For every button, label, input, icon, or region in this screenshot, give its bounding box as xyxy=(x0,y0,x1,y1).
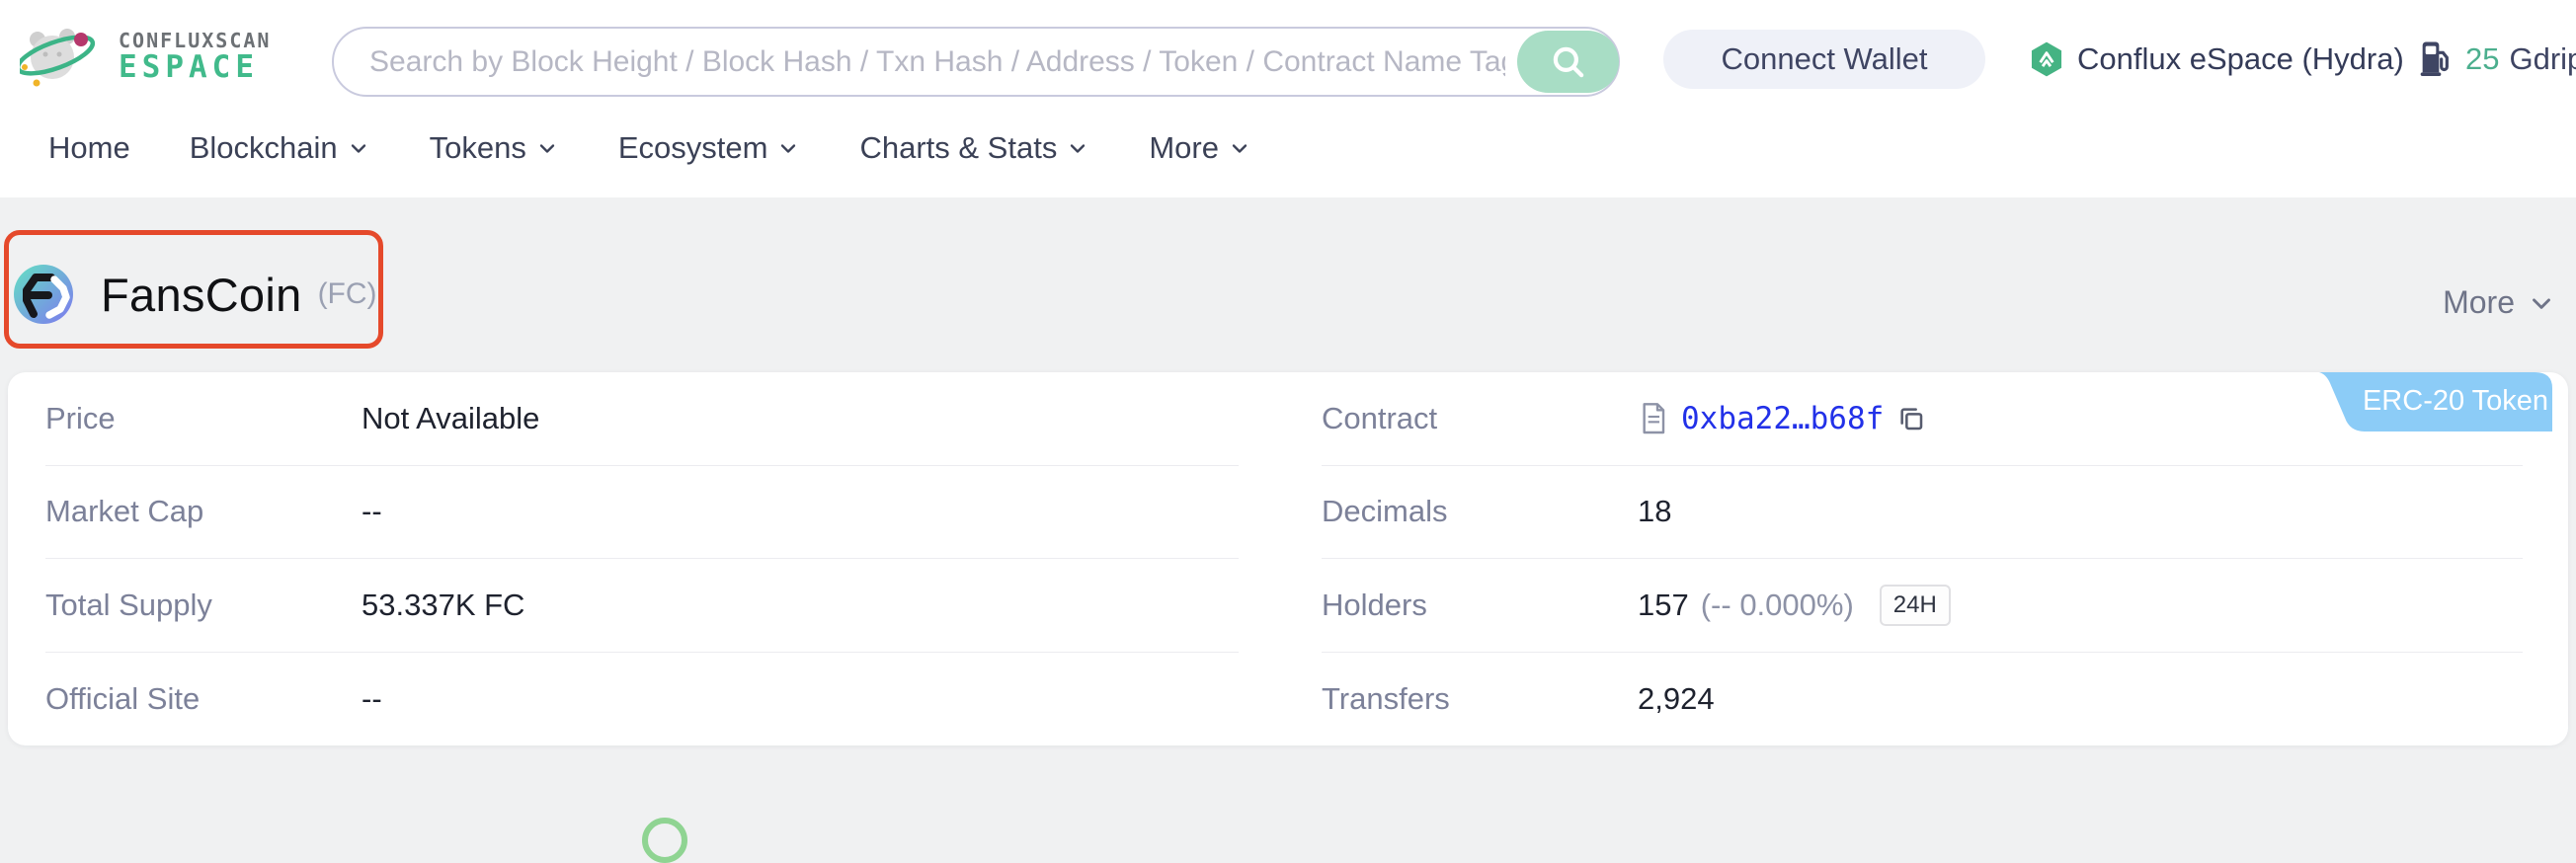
nav-label-blockchain: Blockchain xyxy=(189,130,338,165)
overview-row-total-supply: Total Supply 53.337K FC xyxy=(45,559,1239,653)
row-label: Official Site xyxy=(45,680,201,716)
token-header: FansCoin (FC) xyxy=(14,265,377,324)
logo-line-confluxscan: CONFLUXSCAN xyxy=(119,29,272,52)
search-bar xyxy=(332,27,1620,97)
holders-change: (-- 0.000%) xyxy=(1700,587,1854,622)
nav-label-ecosystem: Ecosystem xyxy=(617,130,768,165)
nav-item-charts-stats[interactable]: Charts & Stats xyxy=(859,130,1089,166)
gas-pump-icon xyxy=(2416,38,2455,81)
chevron-down-icon xyxy=(535,136,559,160)
holders-value-group: 157 (-- 0.000%) 24H xyxy=(1638,584,1951,626)
row-value: -- xyxy=(362,494,382,529)
nav-item-home[interactable]: Home xyxy=(48,130,130,166)
row-value: Not Available xyxy=(362,400,540,435)
chevron-down-icon xyxy=(1228,136,1251,160)
overview-row-decimals: Decimals 18 xyxy=(1322,466,2523,559)
overview-left-column: Price Not Available Market Cap -- Total … xyxy=(45,372,1239,745)
token-type-badge-label: ERC-20 Token xyxy=(2362,385,2549,417)
fanscoin-token-icon xyxy=(14,265,73,324)
nav-label-tokens: Tokens xyxy=(429,130,526,165)
overview-row-price: Price Not Available xyxy=(45,372,1239,466)
chevron-down-icon xyxy=(347,136,370,160)
logo-line-espace: ESPACE xyxy=(119,49,259,85)
row-label: Market Cap xyxy=(45,494,204,529)
chevron-down-icon xyxy=(2527,288,2556,318)
confluxscan-wordmark: CONFLUXSCAN ESPACE xyxy=(119,30,271,83)
nav-item-blockchain[interactable]: Blockchain xyxy=(190,130,370,166)
search-button[interactable] xyxy=(1517,31,1619,93)
search-icon xyxy=(1548,41,1589,83)
row-value: 2,924 xyxy=(1638,680,1715,716)
token-more-dropdown[interactable]: More xyxy=(2443,284,2556,321)
token-more-label: More xyxy=(2443,284,2515,320)
nav-item-ecosystem[interactable]: Ecosystem xyxy=(618,130,801,166)
token-name: FansCoin xyxy=(101,268,302,321)
holders-period-badge: 24H xyxy=(1879,584,1951,626)
nav-label-charts-stats: Charts & Stats xyxy=(859,130,1058,165)
copy-address-button[interactable] xyxy=(1895,403,1927,434)
token-overview-card: ERC-20 Token Price Not Available Market … xyxy=(8,372,2568,745)
gas-price-indicator[interactable]: 25 Gdrip xyxy=(2416,30,2576,89)
token-symbol: (FC) xyxy=(317,277,377,310)
overview-right-column: Contract 0xba22…b68f xyxy=(1322,372,2523,745)
page-content: FansCoin (FC) More ERC-20 Token Price No… xyxy=(0,197,2576,863)
nav-item-tokens[interactable]: Tokens xyxy=(430,130,559,166)
gas-price-value: 25 xyxy=(2465,41,2500,76)
row-label: Price xyxy=(45,400,116,435)
contract-document-icon xyxy=(1638,401,1669,436)
network-selector[interactable]: Conflux eSpace (Hydra) xyxy=(2028,30,2404,89)
row-label: Transfers xyxy=(1322,680,1450,716)
row-label: Decimals xyxy=(1322,494,1448,529)
partial-green-icon xyxy=(642,818,687,863)
header: CONFLUXSCAN ESPACE Connect Wallet Conflu… xyxy=(0,0,2576,197)
overview-row-contract: Contract 0xba22…b68f xyxy=(1322,372,2523,466)
row-label: Holders xyxy=(1322,587,1427,622)
main-nav: Home Blockchain Tokens Ecosystem Charts … xyxy=(48,120,1251,176)
nav-item-more[interactable]: More xyxy=(1149,130,1251,166)
holders-count: 157 xyxy=(1638,587,1689,622)
nav-label-more: More xyxy=(1149,130,1219,165)
chevron-down-icon xyxy=(1066,136,1089,160)
row-value: 53.337K FC xyxy=(362,587,525,622)
row-label: Total Supply xyxy=(45,587,212,622)
confluxscan-planet-icon xyxy=(20,22,107,91)
conflux-network-icon xyxy=(2028,39,2065,79)
row-value: -- xyxy=(362,680,382,716)
gas-price-unit: Gdrip xyxy=(2509,41,2576,76)
overview-row-transfers: Transfers 2,924 xyxy=(1322,653,2523,746)
overview-row-holders: Holders 157 (-- 0.000%) 24H xyxy=(1322,559,2523,653)
overview-row-official-site: Official Site -- xyxy=(45,653,1239,746)
copy-icon xyxy=(1895,403,1927,434)
row-value: 18 xyxy=(1638,494,1672,529)
confluxscan-logo[interactable]: CONFLUXSCAN ESPACE xyxy=(20,22,271,91)
row-label: Contract xyxy=(1322,400,1438,435)
nav-label-home: Home xyxy=(48,130,130,165)
search-input[interactable] xyxy=(369,31,1505,93)
token-type-badge: ERC-20 Token xyxy=(2303,372,2552,432)
contract-value-group: 0xba22…b68f xyxy=(1638,401,1927,436)
network-label: Conflux eSpace (Hydra) xyxy=(2077,41,2404,76)
connect-wallet-button[interactable]: Connect Wallet xyxy=(1663,30,1985,89)
overview-row-market-cap: Market Cap -- xyxy=(45,466,1239,559)
chevron-down-icon xyxy=(776,136,800,160)
contract-address-link[interactable]: 0xba22…b68f xyxy=(1681,400,1885,436)
